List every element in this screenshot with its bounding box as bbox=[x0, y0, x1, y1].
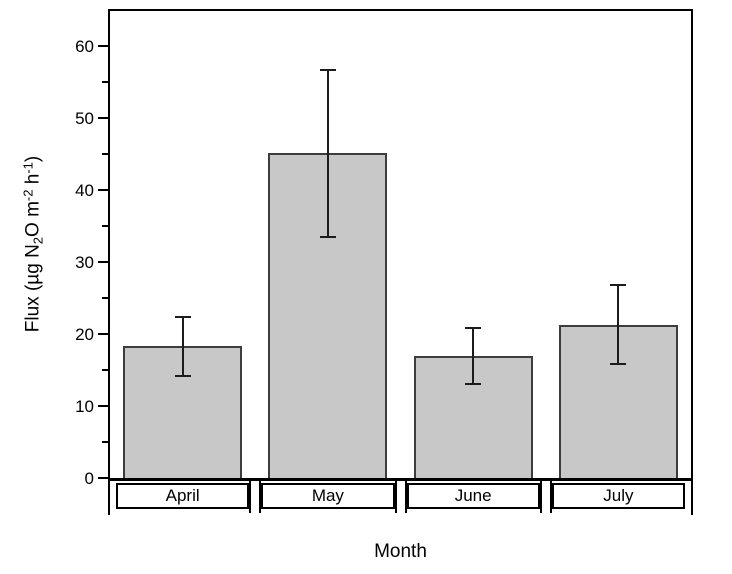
y-tick-label: 50 bbox=[75, 108, 94, 128]
y-axis-title-subscript: 2 bbox=[30, 236, 46, 245]
y-minor-tick bbox=[102, 153, 108, 155]
error-bar-stem bbox=[617, 285, 620, 365]
y-major-tick bbox=[98, 45, 108, 47]
y-minor-tick bbox=[102, 297, 108, 299]
error-bar-cap-bottom bbox=[610, 363, 627, 366]
y-minor-tick bbox=[102, 225, 108, 227]
error-bar-cap-bottom bbox=[465, 382, 482, 385]
x-axis-title: Month bbox=[374, 541, 427, 562]
y-major-tick bbox=[98, 333, 108, 335]
y-minor-tick bbox=[102, 369, 108, 371]
y-major-tick bbox=[98, 477, 108, 479]
error-bar-cap-top bbox=[174, 315, 191, 318]
error-bar-cap-top bbox=[610, 284, 627, 287]
plot-frame-top bbox=[108, 9, 693, 11]
x-boundary-tick bbox=[394, 478, 397, 513]
y-tick-label: 60 bbox=[75, 36, 94, 56]
y-tick-label: 40 bbox=[75, 180, 94, 200]
plot-frame-right bbox=[691, 9, 693, 481]
y-major-tick bbox=[98, 261, 108, 263]
x-category-box-may: May bbox=[261, 483, 395, 509]
y-axis-title-superscript: -1 bbox=[20, 162, 36, 174]
x-category-box-april: April bbox=[116, 483, 250, 509]
y-axis-title-segment: Flux (µg N bbox=[22, 244, 44, 333]
x-category-box-june: June bbox=[406, 483, 540, 509]
y-tick-label: 20 bbox=[75, 324, 94, 344]
error-bar-cap-bottom bbox=[319, 235, 336, 238]
error-bar-stem bbox=[181, 316, 184, 376]
x-boundary-tick bbox=[249, 478, 252, 513]
y-major-tick bbox=[98, 189, 108, 191]
error-bar-cap-top bbox=[319, 68, 336, 71]
y-major-tick bbox=[98, 405, 108, 407]
y-tick-label: 30 bbox=[75, 252, 94, 272]
y-tick-label: 10 bbox=[75, 396, 94, 416]
y-axis-title-superscript: -2 bbox=[20, 189, 36, 202]
x-boundary-tick bbox=[549, 478, 552, 513]
y-axis-title-segment: ) bbox=[22, 155, 44, 163]
x-category-box-july: July bbox=[551, 483, 685, 509]
error-bar-stem bbox=[472, 327, 475, 384]
y-axis-line bbox=[108, 9, 110, 481]
y-axis-title-segment: O m bbox=[22, 201, 44, 237]
error-bar-cap-top bbox=[465, 326, 482, 329]
error-bar-stem bbox=[326, 69, 329, 237]
error-bar-cap-bottom bbox=[174, 374, 191, 377]
y-minor-tick bbox=[102, 441, 108, 443]
y-axis-title-segment: h bbox=[22, 173, 44, 190]
y-tick-label: 0 bbox=[84, 468, 94, 488]
x-boundary-tick bbox=[404, 478, 407, 513]
x-boundary-tick bbox=[259, 478, 262, 513]
y-minor-tick bbox=[102, 81, 108, 83]
x-edge-tick-left bbox=[108, 478, 110, 515]
x-axis-line bbox=[108, 478, 693, 481]
y-major-tick bbox=[98, 117, 108, 119]
y-axis-title: Flux (µg N2O m-2 h-1) bbox=[21, 156, 46, 332]
x-boundary-tick bbox=[539, 478, 542, 513]
x-edge-tick-right bbox=[691, 478, 693, 515]
